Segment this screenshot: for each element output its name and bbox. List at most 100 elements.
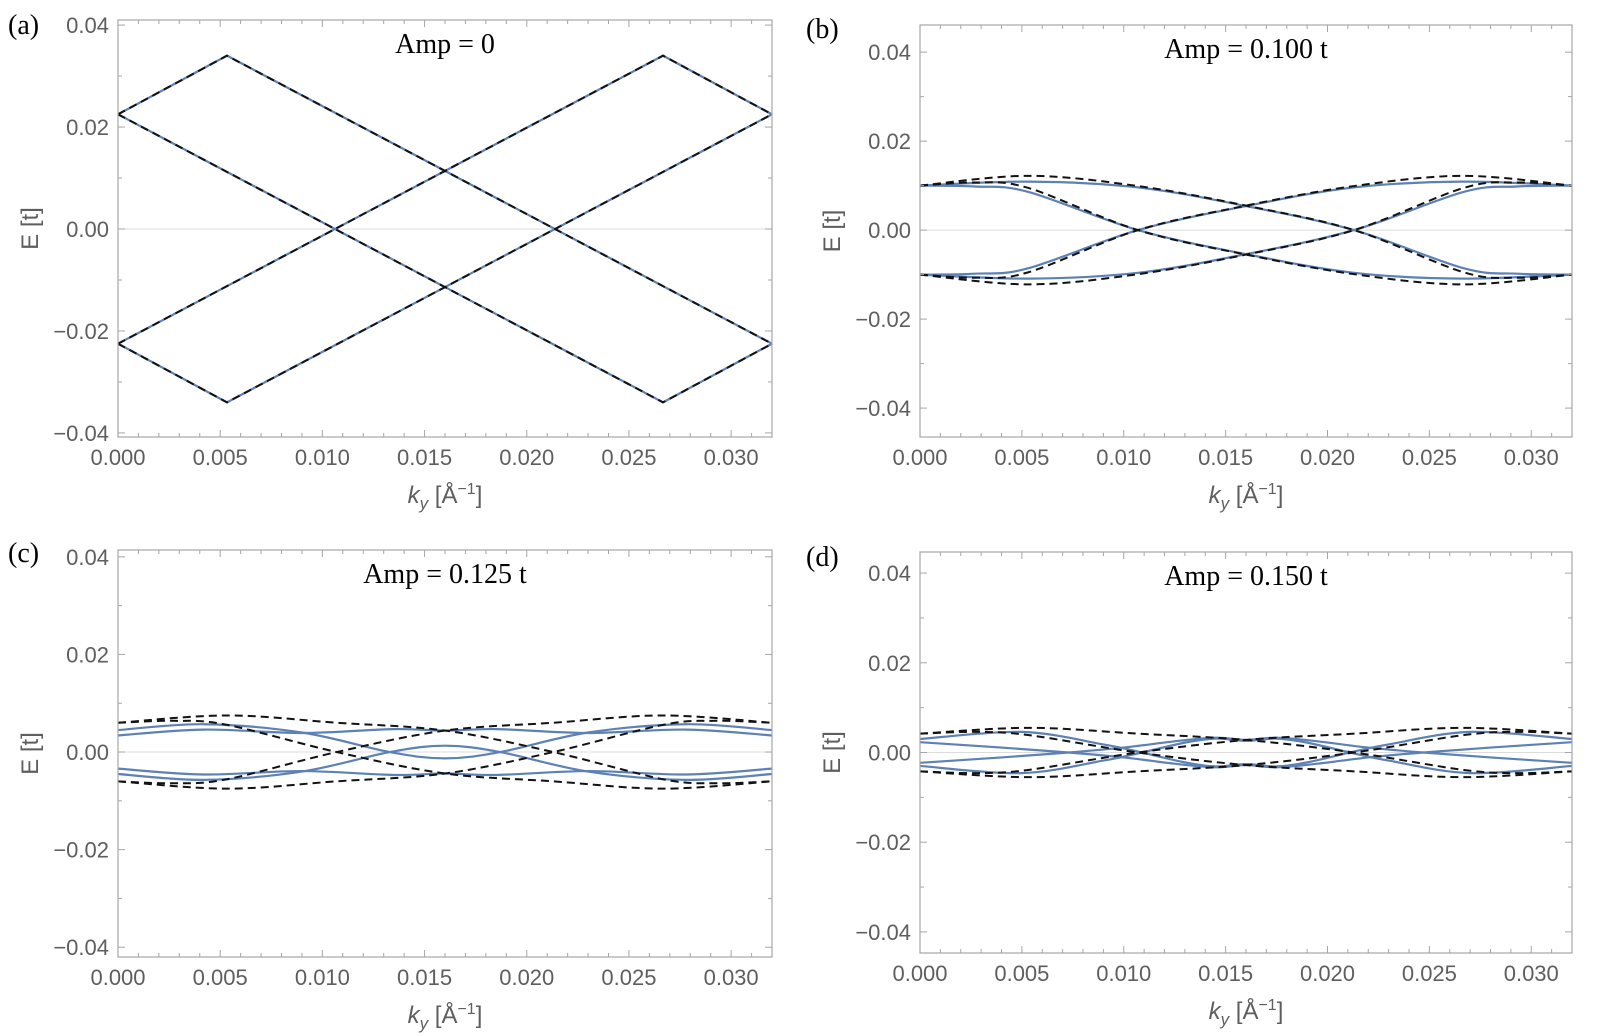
x-tick-label: 0.020 [499, 445, 554, 470]
panel-a: 0.000 0.005 0.010 0.015 0.020 0.025 0.030 0.04 0… [17, 13, 773, 513]
y-axis-label: E [t] [819, 210, 846, 253]
x-tick-label: 0.020 [499, 965, 554, 990]
dashed-curve-dashed-band-l1 [919, 181, 1573, 286]
panel-title: Amp = 0.150 t [1164, 561, 1328, 592]
band-curves [117, 54, 773, 404]
panel-letter-d: (d) [806, 542, 839, 573]
x-axis-label: ky [Å−1] [1209, 997, 1284, 1029]
x-axis-label: ky [Å−1] [1209, 481, 1284, 513]
x-tick-label: 0.030 [704, 965, 759, 990]
tick-labels: 0.000 0.005 0.010 0.015 0.020 0.025 0.030 0.04 0… [53, 13, 758, 470]
solid-curve-solid-band-l2 [117, 113, 773, 404]
solid-curve-solid-band-u1 [919, 180, 1573, 276]
x-tick-label: 0.015 [1198, 961, 1253, 986]
y-tick-label: 0.00 [868, 218, 911, 243]
x-tick-label: 0.020 [1300, 445, 1355, 470]
x-tick-label: 0.025 [1402, 445, 1457, 470]
panel-letter-a: (a) [8, 10, 40, 41]
panel-letter-c: (c) [8, 538, 40, 569]
y-tick-label: 0.04 [66, 13, 109, 38]
x-tick-label: 0.000 [90, 445, 145, 470]
x-tick-label: 0.030 [1504, 961, 1559, 986]
solid-curve-solid-band-l2 [919, 184, 1573, 280]
dashed-curve-dashed-band-u2 [919, 726, 1573, 775]
x-tick-label: 0.005 [193, 965, 248, 990]
solid-curve-solid-band-l1 [919, 184, 1573, 280]
y-axis-label: E [t] [17, 207, 44, 250]
dashed-curve-dashed-band-u2 [919, 174, 1573, 279]
x-tick-label: 0.005 [193, 445, 248, 470]
dashed-curve-dashed-band-l2 [919, 181, 1573, 286]
dashed-curve-dashed-band-l1 [919, 730, 1573, 779]
dashed-curve-dashed-band-l2 [117, 113, 773, 404]
y-tick-label: −0.02 [855, 830, 911, 855]
y-tick-label: 0.00 [868, 741, 911, 766]
tick-labels: 0.000 0.005 0.010 0.015 0.020 0.025 0.030 0.04 0… [855, 561, 1558, 986]
x-tick-label: 0.000 [892, 445, 947, 470]
ticks [117, 20, 773, 437]
plot-frame [117, 19, 773, 438]
tick-labels: 0.000 0.005 0.010 0.015 0.020 0.025 0.030 0.04 0… [53, 545, 758, 990]
dashed-curve-dashed-band-u2 [117, 54, 773, 345]
panel-c: 0.000 0.005 0.010 0.015 0.020 0.025 0.030 0.04 0… [17, 545, 773, 1033]
ticks [919, 552, 1573, 953]
y-tick-label: −0.02 [53, 319, 109, 344]
y-tick-label: 0.02 [66, 642, 109, 667]
x-axis-label: ky [Å−1] [408, 1001, 483, 1033]
y-tick-label: −0.04 [53, 935, 109, 960]
x-tick-label: 0.010 [295, 445, 350, 470]
solid-curve-solid-band-u2 [919, 180, 1573, 276]
solid-curve-solid-band-u2 [117, 54, 773, 345]
x-tick-label: 0.030 [1504, 445, 1559, 470]
x-tick-label: 0.015 [1198, 445, 1253, 470]
band-curves [919, 726, 1573, 779]
y-tick-label: −0.02 [53, 838, 109, 863]
y-tick-label: 0.00 [66, 740, 109, 765]
y-tick-label: 0.02 [66, 115, 109, 140]
y-tick-label: 0.02 [868, 129, 911, 154]
y-tick-label: −0.04 [53, 421, 109, 446]
y-tick-label: −0.02 [855, 307, 911, 332]
panel-b: 0.000 0.005 0.010 0.015 0.020 0.025 0.030 0.04 0… [819, 24, 1573, 513]
plot-frame [919, 24, 1573, 438]
y-tick-label: 0.04 [868, 561, 911, 586]
dashed-curve-dashed-band-l1 [117, 113, 773, 404]
y-axis-label: E [t] [17, 732, 44, 775]
x-tick-label: 0.025 [601, 965, 656, 990]
dashed-curve-dashed-band-l2 [117, 719, 773, 790]
y-tick-label: 0.04 [868, 40, 911, 65]
x-tick-label: 0.005 [994, 961, 1049, 986]
dashed-curve-dashed-band-l2 [919, 730, 1573, 779]
panel-title: Amp = 0.125 t [363, 559, 527, 590]
y-tick-label: −0.04 [855, 920, 911, 945]
x-tick-label: 0.000 [892, 961, 947, 986]
dashed-curve-dashed-band-l1 [117, 719, 773, 790]
panel-d: 0.000 0.005 0.010 0.015 0.020 0.025 0.030 0.04 0… [819, 551, 1573, 1029]
y-axis-label: E [t] [819, 731, 846, 774]
panel-title: Amp = 0 [395, 29, 495, 60]
solid-curve-solid-band-l1 [117, 113, 773, 404]
x-tick-label: 0.015 [397, 445, 452, 470]
dashed-curve-dashed-band-u2 [117, 714, 773, 785]
panel-letter-b: (b) [806, 14, 839, 45]
x-tick-label: 0.000 [90, 965, 145, 990]
y-tick-label: 0.00 [66, 217, 109, 242]
dashed-curve-dashed-band-u1 [117, 714, 773, 785]
ticks [117, 550, 773, 957]
y-tick-label: 0.02 [868, 651, 911, 676]
x-tick-label: 0.020 [1300, 961, 1355, 986]
x-tick-label: 0.010 [295, 965, 350, 990]
dashed-curve-dashed-band-u1 [919, 726, 1573, 775]
x-tick-label: 0.005 [994, 445, 1049, 470]
x-tick-label: 0.010 [1096, 961, 1151, 986]
x-axis-label: ky [Å−1] [408, 481, 483, 513]
solid-curve-solid-band-u1 [117, 54, 773, 345]
dashed-curve-dashed-band-u1 [919, 174, 1573, 279]
x-tick-label: 0.025 [601, 445, 656, 470]
x-tick-label: 0.030 [704, 445, 759, 470]
ticks [919, 25, 1573, 437]
plot-frame [117, 549, 773, 958]
x-tick-label: 0.010 [1096, 445, 1151, 470]
x-tick-label: 0.025 [1402, 961, 1457, 986]
